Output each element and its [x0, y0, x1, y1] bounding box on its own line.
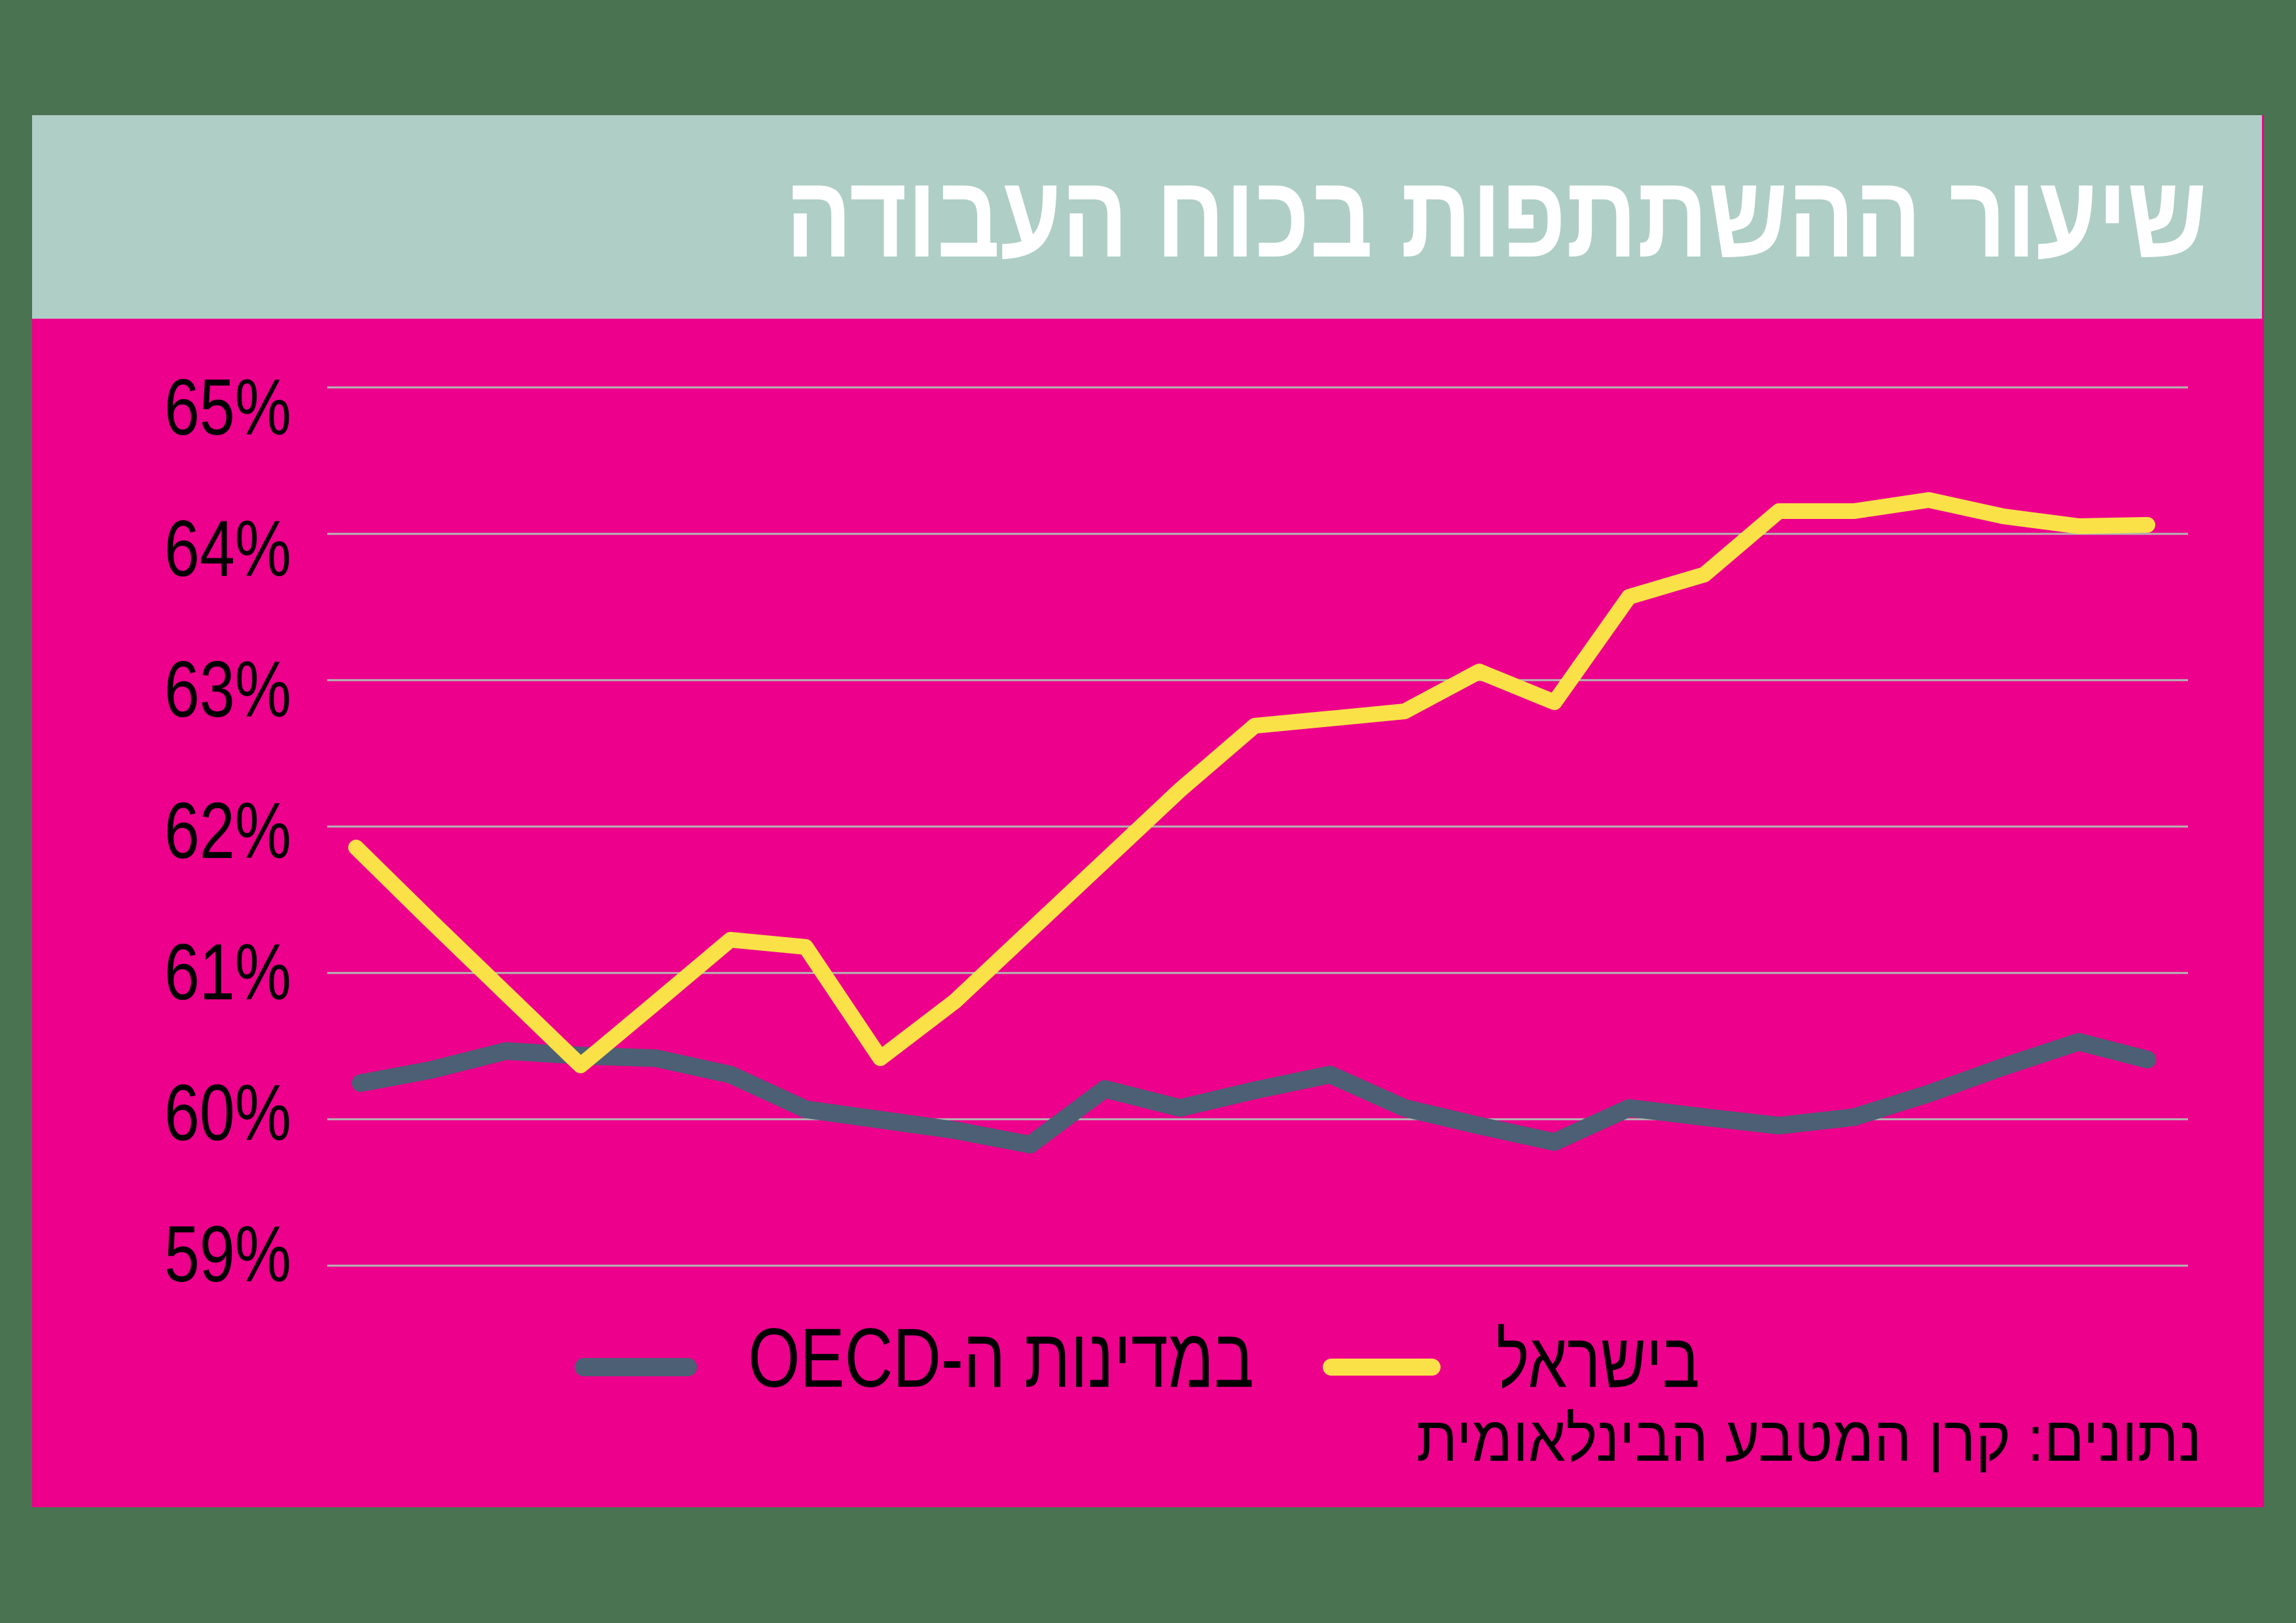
svg-text:61%: 61% — [164, 927, 291, 1016]
svg-text:בישראל: בישראל — [1496, 1317, 1700, 1404]
svg-text:62%: 62% — [164, 786, 291, 875]
svg-text:59%: 59% — [164, 1209, 291, 1298]
svg-text:במדינות ה-OECD: במדינות ה-OECD — [748, 1311, 1254, 1405]
svg-text:נתונים: קרן המטבע הבינלאומית: נתונים: קרן המטבע הבינלאומית — [1416, 1403, 2202, 1474]
svg-text:65%: 65% — [164, 363, 291, 452]
svg-text:64%: 64% — [164, 504, 291, 593]
svg-text:63%: 63% — [164, 645, 291, 734]
svg-text:שיעור ההשתתפות בכוח העבודה: שיעור ההשתתפות בכוח העבודה — [785, 151, 2207, 281]
svg-text:60%: 60% — [164, 1068, 291, 1157]
